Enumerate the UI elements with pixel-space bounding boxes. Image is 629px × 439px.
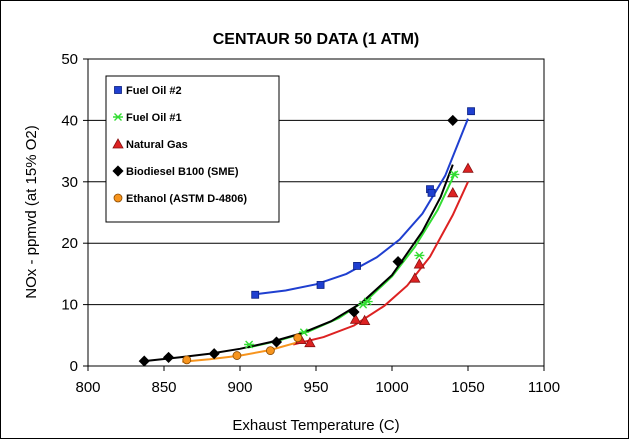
data-point-diamond bbox=[270, 336, 283, 348]
data-point-triangle bbox=[447, 187, 459, 198]
data-point-circle bbox=[293, 333, 303, 343]
data-point-diamond bbox=[447, 114, 459, 126]
data-point-triangle bbox=[413, 258, 426, 269]
data-point-square bbox=[316, 281, 325, 289]
y-tick-label: 30 bbox=[61, 174, 78, 191]
x-tick-label: 900 bbox=[227, 379, 252, 396]
data-point-circle bbox=[182, 355, 192, 365]
trend-line-square bbox=[255, 118, 469, 296]
data-point-square bbox=[251, 290, 260, 299]
legend-marker-circle bbox=[113, 193, 123, 203]
data-point-star bbox=[414, 251, 425, 260]
x-tick-label: 1100 bbox=[528, 379, 560, 396]
data-point-star bbox=[244, 340, 255, 349]
legend-label: Fuel Oil #1 bbox=[126, 112, 182, 124]
data-point-diamond bbox=[162, 351, 175, 363]
trend-line-diamond bbox=[144, 164, 454, 363]
data-point-star bbox=[358, 300, 369, 309]
legend-marker-triangle bbox=[112, 138, 124, 149]
legend-box bbox=[105, 75, 280, 223]
y-tick-label: 20 bbox=[61, 235, 78, 252]
data-point-square bbox=[427, 188, 436, 197]
chart-title: CENTAUR 50 DATA (1 ATM) bbox=[213, 31, 420, 48]
data-point-diamond bbox=[208, 348, 220, 360]
data-point-star bbox=[449, 170, 460, 179]
legend-marker-diamond bbox=[112, 165, 124, 177]
y-tick-label: 40 bbox=[61, 112, 78, 129]
trend-line-triangle bbox=[292, 181, 469, 346]
data-point-diamond bbox=[138, 355, 150, 367]
y-tick-label: 50 bbox=[61, 51, 78, 68]
x-tick-label: 950 bbox=[303, 379, 328, 396]
legend-label: Fuel Oil #2 bbox=[126, 85, 182, 97]
legend-label: Natural Gas bbox=[126, 139, 188, 151]
data-point-star bbox=[298, 328, 309, 337]
data-points bbox=[138, 107, 475, 367]
data-point-triangle bbox=[304, 336, 316, 348]
x-tick-label: 850 bbox=[151, 379, 176, 396]
legend-label: Ethanol (ASTM D-4806) bbox=[126, 193, 247, 205]
y-axis: 0 10 20 30 40 50 bbox=[61, 51, 88, 375]
data-point-square bbox=[353, 262, 361, 270]
y-tick-label: 0 bbox=[70, 358, 78, 375]
data-point-star bbox=[362, 297, 373, 306]
data-point-diamond bbox=[392, 256, 404, 268]
legend-marker-star bbox=[113, 113, 123, 121]
y-axis-title: NOx - ppmvd (at 15% O2) bbox=[23, 125, 40, 298]
legend-marker-square bbox=[114, 86, 122, 94]
x-tick-label: 1050 bbox=[451, 379, 484, 396]
x-tick-label: 800 bbox=[75, 379, 100, 396]
x-axis-title: Exhaust Temperature (C) bbox=[232, 417, 399, 434]
data-point-triangle bbox=[358, 314, 371, 325]
y-tick-label: 10 bbox=[61, 297, 78, 314]
x-axis: 800 850 900 950 1000 1050 1100 bbox=[75, 366, 560, 396]
data-point-circle bbox=[232, 351, 242, 360]
data-point-square bbox=[467, 107, 475, 116]
data-point-triangle bbox=[409, 272, 421, 283]
x-tick-label: 1000 bbox=[375, 379, 408, 396]
data-point-triangle bbox=[462, 162, 474, 173]
legend-label: Biodiesel B100 (SME) bbox=[126, 166, 239, 178]
data-point-diamond bbox=[348, 306, 360, 318]
data-point-circle bbox=[265, 346, 275, 356]
data-point-triangle bbox=[349, 313, 362, 324]
legend: Fuel Oil #2 Fuel Oil #1 Natural Gas Biodies… bbox=[105, 75, 280, 223]
